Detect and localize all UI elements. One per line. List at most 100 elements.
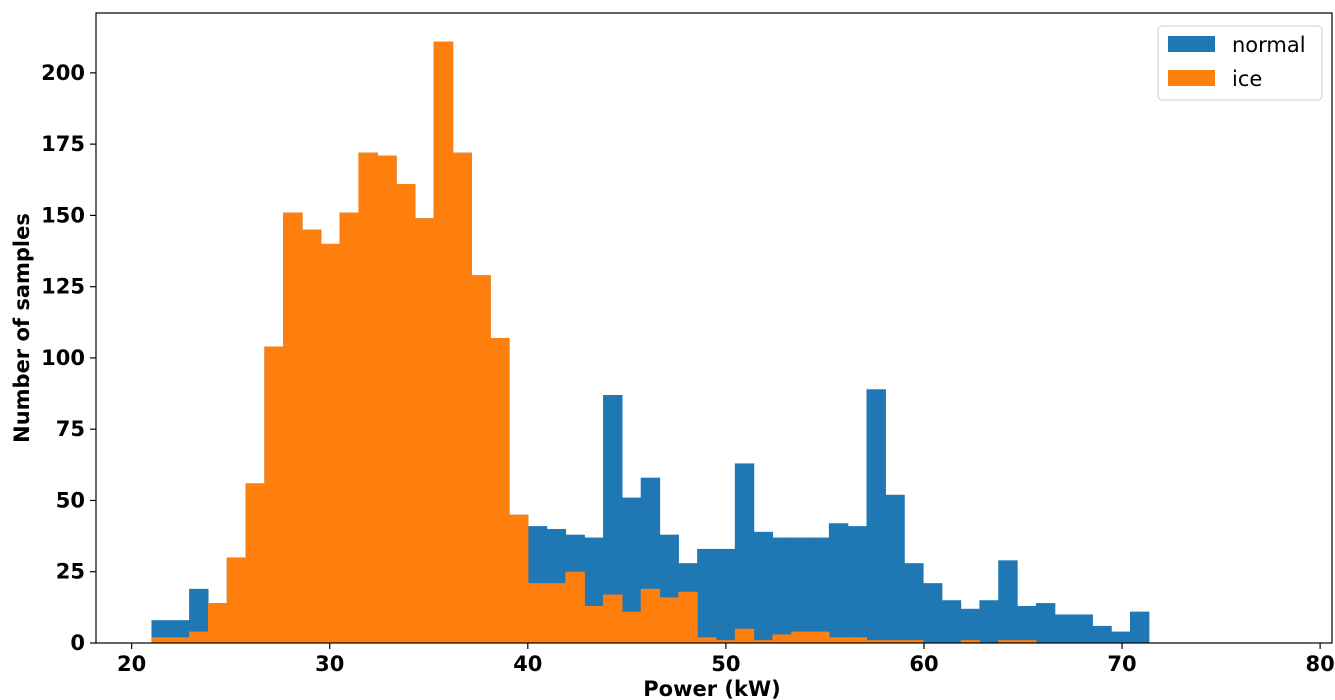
bar-ice [264, 346, 284, 643]
bar-ice [207, 603, 228, 643]
bar-normal [170, 620, 190, 643]
bar-ice [302, 229, 322, 643]
series-ice [151, 41, 1037, 644]
bar-ice [527, 583, 548, 643]
bar-ice [414, 218, 435, 643]
bar-normal [885, 494, 905, 643]
bar-ice [828, 637, 849, 643]
x-tick-label: 70 [1107, 652, 1136, 676]
y-tick-label: 50 [56, 488, 85, 512]
x-tick-label: 30 [315, 652, 344, 676]
bar-normal [151, 620, 171, 643]
bar-ice [715, 640, 736, 643]
bar-ice [396, 184, 416, 644]
bar-ice [283, 212, 303, 644]
bar-normal [734, 463, 755, 643]
bar-ice [640, 588, 661, 643]
bar-normal [189, 588, 209, 643]
bar-normal [1092, 625, 1112, 643]
bar-ice [358, 152, 378, 643]
bar-ice [546, 583, 567, 643]
bar-normal [828, 523, 849, 643]
bar-ice [960, 640, 981, 643]
y-tick-label: 175 [41, 132, 85, 156]
bar-ice [471, 275, 491, 643]
bar-ice [772, 634, 792, 643]
bar-ice [339, 212, 360, 644]
bar-normal [772, 537, 792, 643]
y-axis-label: Number of samples [10, 213, 34, 443]
bar-normal [941, 600, 962, 643]
legend-swatch-ice [1168, 70, 1215, 86]
bars-layer [151, 41, 1150, 644]
bar-ice [847, 637, 868, 643]
bar-ice [565, 571, 585, 643]
bar-normal [715, 548, 736, 643]
bar-ice [998, 640, 1018, 643]
bar-ice [584, 605, 604, 643]
bar-ice [753, 640, 774, 643]
bar-ice [734, 628, 755, 643]
bar-ice [151, 637, 171, 643]
bar-ice [904, 640, 924, 643]
bar-ice [226, 557, 247, 643]
x-tick-label: 50 [711, 652, 740, 676]
legend-swatch-normal [1168, 36, 1215, 52]
bar-normal [1054, 614, 1075, 643]
bar-ice [320, 243, 341, 643]
x-axis: 20 30 40 50 60 70 80 [117, 643, 1335, 676]
y-tick-label: 100 [41, 346, 85, 370]
bar-ice [866, 640, 886, 643]
y-tick-label: 150 [41, 203, 85, 227]
bar-normal [1073, 614, 1093, 643]
bar-normal [866, 389, 886, 643]
bar-normal [621, 497, 642, 643]
bar-normal [922, 583, 943, 643]
bar-normal [960, 608, 981, 643]
bar-normal [1035, 603, 1056, 643]
x-tick-label: 60 [909, 652, 938, 676]
bar-normal [753, 531, 774, 643]
y-tick-label: 0 [70, 631, 85, 655]
y-tick-label: 200 [41, 61, 85, 85]
bar-ice [1017, 640, 1037, 643]
legend-label-ice: ice [1232, 67, 1262, 91]
bar-ice [603, 594, 623, 643]
bar-normal [697, 548, 717, 643]
bar-normal [1111, 631, 1131, 643]
bar-ice [245, 483, 265, 643]
bar-normal [791, 537, 811, 643]
bar-normal [998, 560, 1018, 643]
plot-frame [95, 12, 1333, 644]
bar-normal [1017, 605, 1037, 643]
legend-label-normal: normal [1232, 33, 1306, 57]
bar-ice [508, 514, 529, 643]
bar-normal [1129, 611, 1150, 643]
bar-ice [659, 597, 679, 643]
y-axis: 0 25 50 75 100 125 150 175 200 [41, 61, 96, 655]
bar-ice [621, 611, 642, 643]
bar-normal [979, 600, 999, 643]
legend: normal ice [1157, 25, 1323, 101]
x-axis-label: Power (kW) [643, 677, 780, 700]
x-tick-label: 80 [1305, 652, 1334, 676]
bar-ice [170, 637, 190, 643]
bar-normal [810, 537, 830, 643]
bar-ice [697, 637, 717, 643]
bar-ice [452, 152, 472, 643]
bar-ice [791, 631, 811, 643]
bar-ice [189, 631, 209, 643]
y-tick-label: 125 [41, 275, 85, 299]
bar-ice [490, 337, 510, 643]
bar-ice [885, 640, 905, 643]
bar-ice [810, 631, 830, 643]
x-tick-label: 20 [117, 652, 146, 676]
bar-normal [603, 394, 623, 643]
x-tick-label: 40 [513, 652, 542, 676]
bar-ice [377, 155, 397, 643]
y-tick-label: 75 [56, 417, 85, 441]
bar-ice [433, 41, 454, 643]
bar-normal [904, 563, 924, 643]
bar-normal [847, 526, 868, 643]
